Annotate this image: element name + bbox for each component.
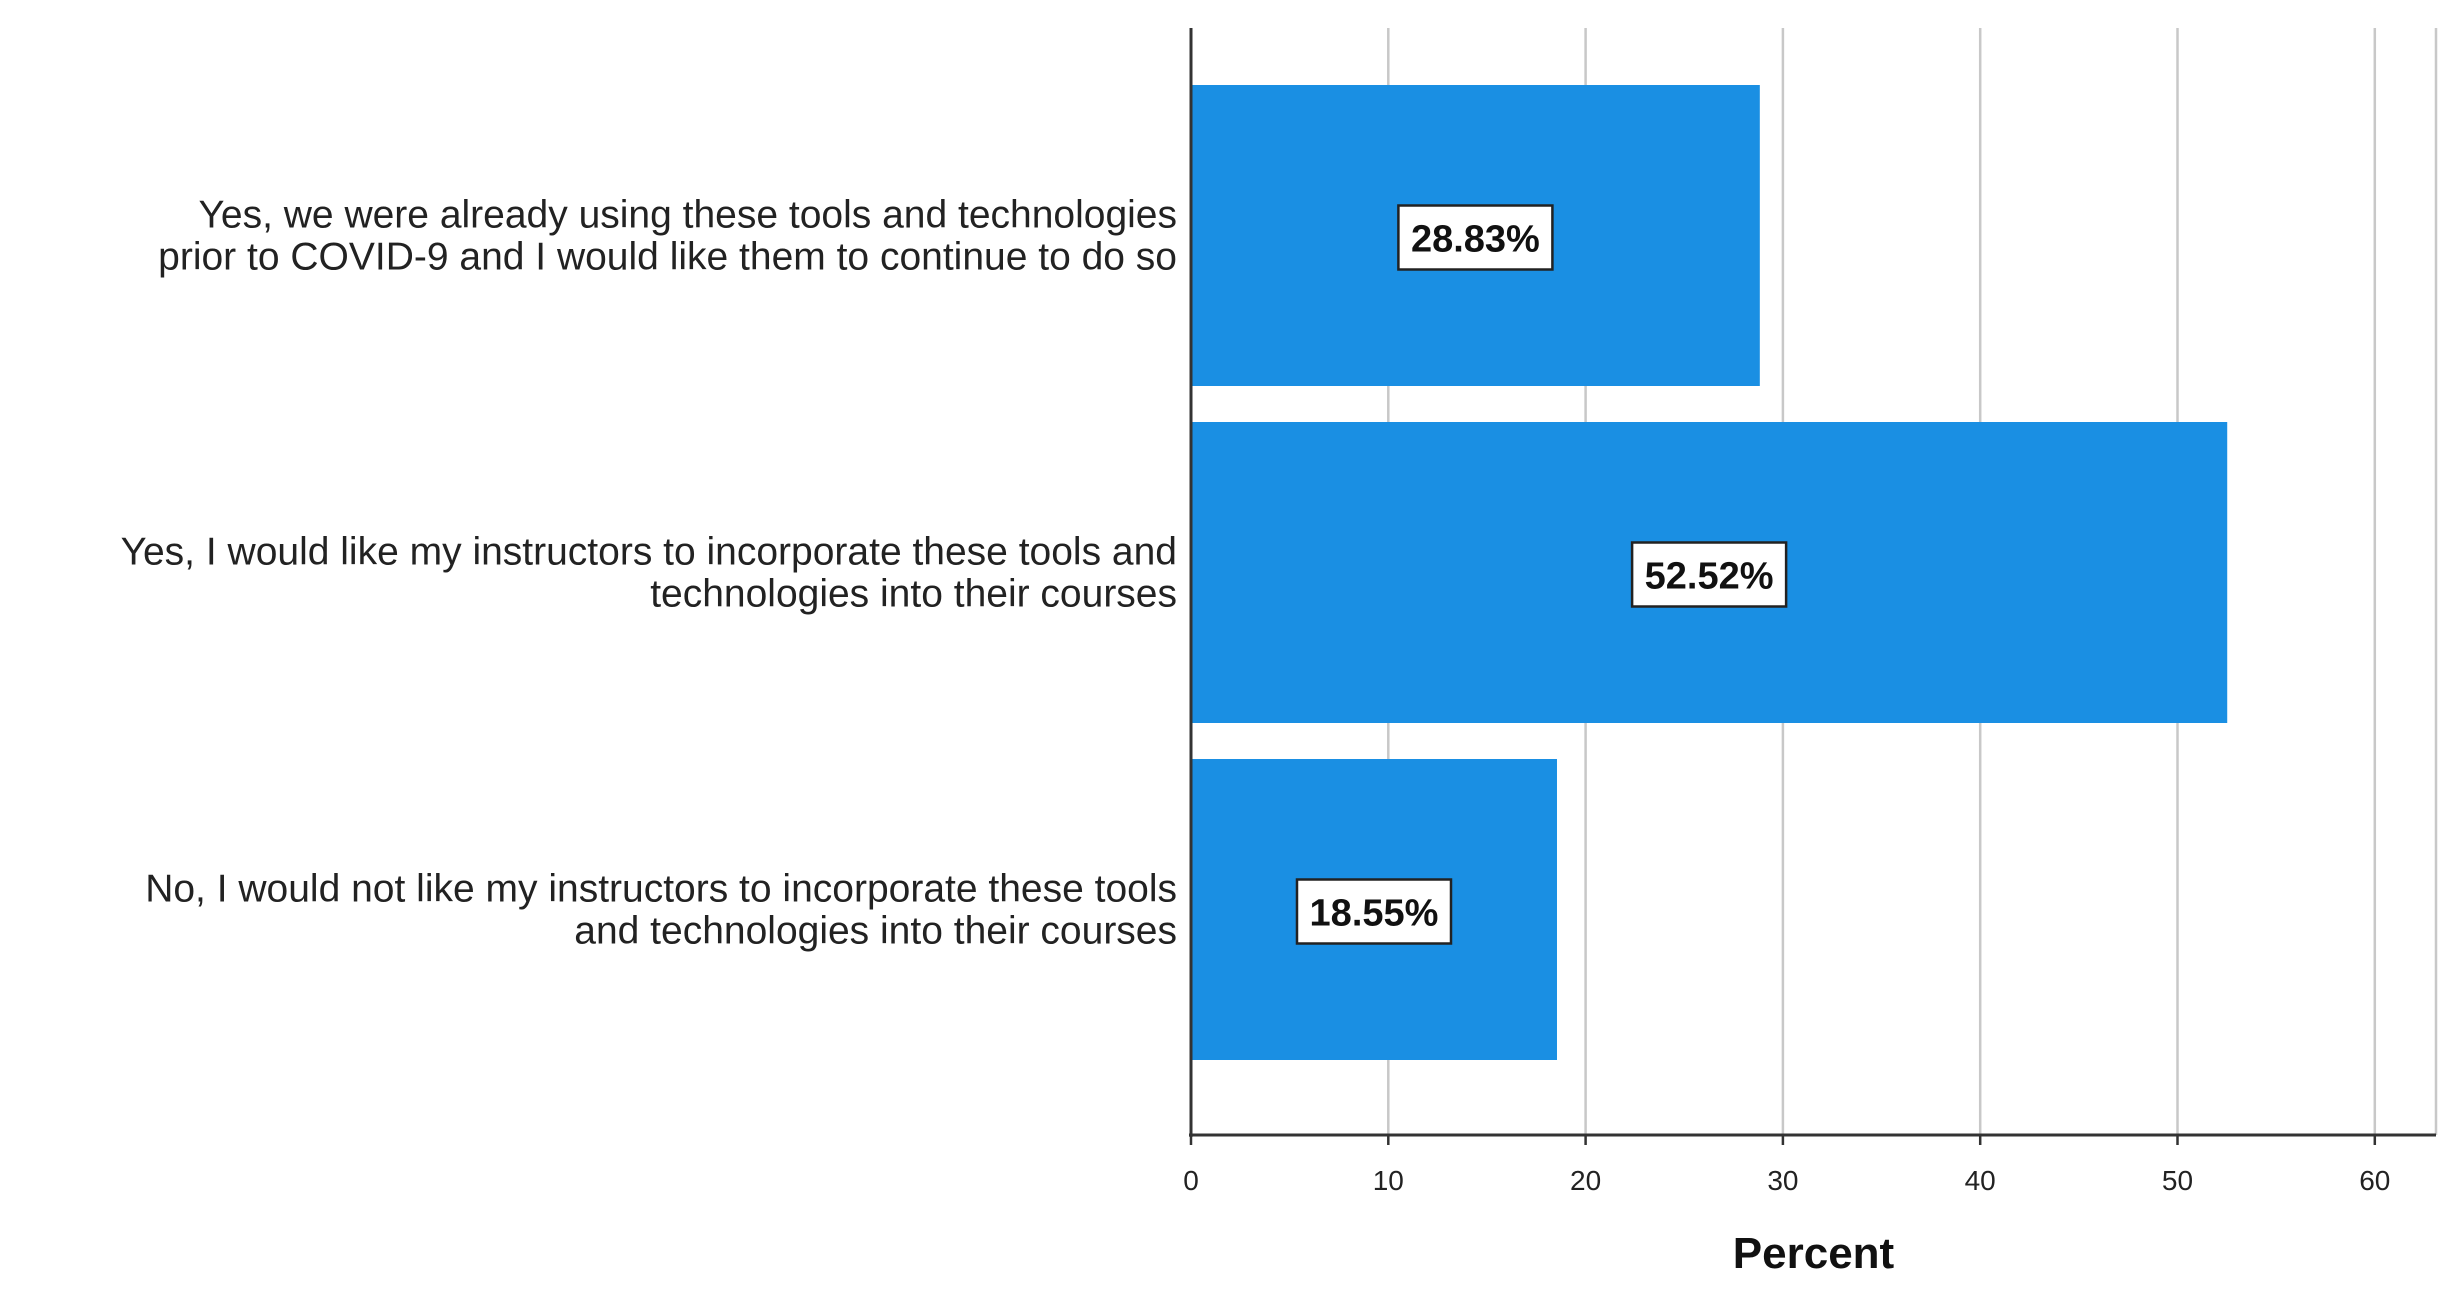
x-tick-label: 40	[1965, 1165, 1996, 1196]
x-tick-label: 0	[1183, 1165, 1199, 1196]
x-tick-label: 50	[2162, 1165, 2193, 1196]
data-labels: 28.83% 52.52% 18.55%	[1295, 204, 1788, 945]
category-label: No, I would not like my instructors to i…	[145, 868, 1177, 953]
data-label: 28.83%	[1411, 219, 1540, 261]
x-tick-label: 20	[1570, 1165, 1601, 1196]
data-label: 52.52%	[1645, 556, 1774, 598]
category-label-line: No, I would not like my instructors to i…	[145, 868, 1177, 911]
category-label: Yes, I would like my instructors to inco…	[121, 531, 1177, 616]
category-label-line: and technologies into their courses	[574, 910, 1177, 953]
axes	[1189, 28, 2436, 1137]
data-label-box	[1630, 541, 1788, 608]
x-axis-title: Percent	[1733, 1229, 1895, 1278]
x-tick-labels: 0 10 20 30 40 50 60	[1183, 1135, 2390, 1196]
x-tick-label: 60	[2359, 1165, 2390, 1196]
category-label-line: prior to COVID-9 and I would like them t…	[158, 236, 1177, 279]
x-tick-label: 30	[1767, 1165, 1798, 1196]
data-label-box	[1397, 204, 1554, 271]
category-label: Yes, we were already using these tools a…	[158, 194, 1177, 279]
x-tick-label: 10	[1373, 1165, 1404, 1196]
category-label-line: technologies into their courses	[650, 573, 1177, 616]
category-labels: Yes, we were already using these tools a…	[121, 194, 1177, 953]
data-label: 18.55%	[1310, 893, 1439, 935]
data-label-box	[1295, 878, 1453, 945]
category-label-line: Yes, I would like my instructors to inco…	[121, 531, 1177, 574]
category-label-line: Yes, we were already using these tools a…	[198, 194, 1177, 237]
